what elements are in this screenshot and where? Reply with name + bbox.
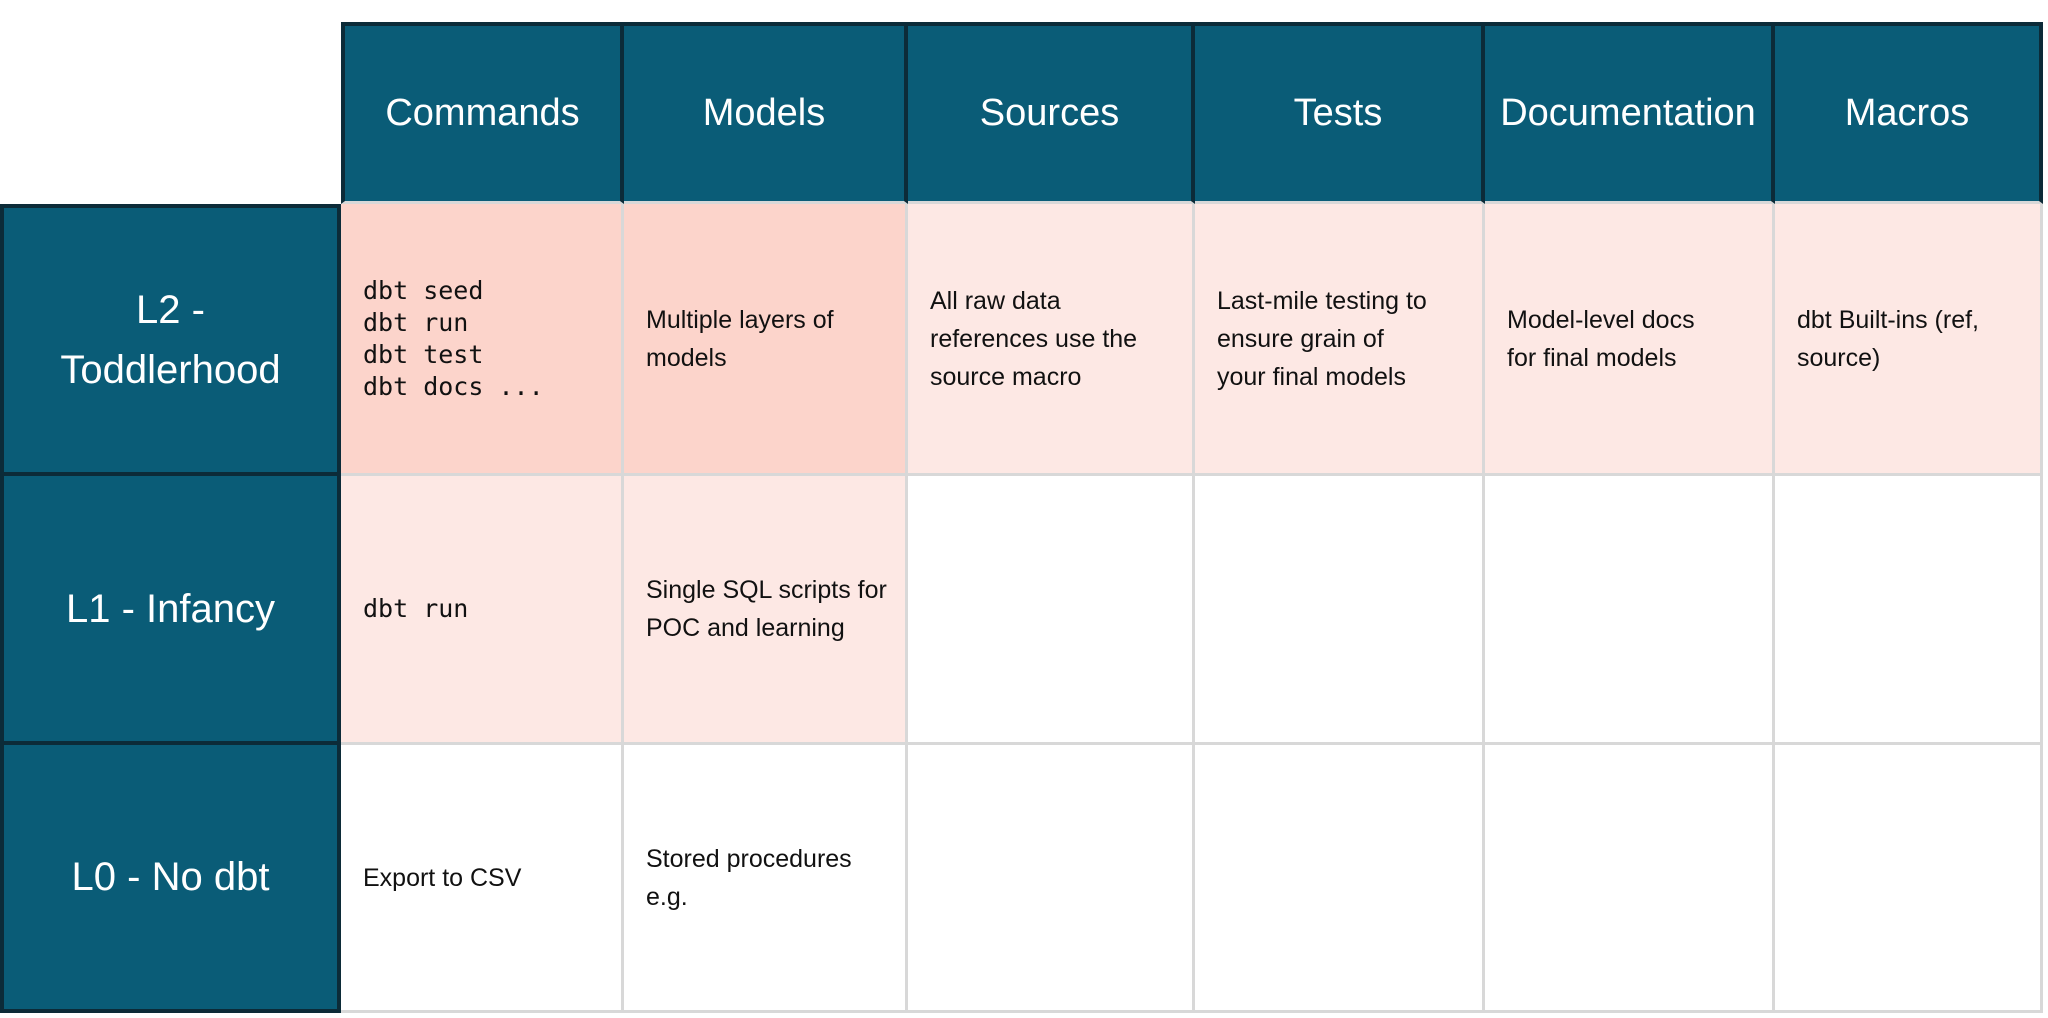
cell-l2-commands: dbt seed dbt run dbt test dbt docs ... xyxy=(341,204,624,476)
cell-l0-sources xyxy=(908,745,1195,1013)
column-header-models: Models xyxy=(624,22,908,204)
column-header-tests: Tests xyxy=(1195,22,1485,204)
cell-l0-models: Stored procedures e.g. xyxy=(624,745,908,1013)
cell-l1-sources xyxy=(908,476,1195,745)
cell-l1-models: Single SQL scripts for POC and learning xyxy=(624,476,908,745)
cell-l1-macros xyxy=(1775,476,2043,745)
cell-l1-commands: dbt run xyxy=(341,476,624,745)
cell-l2-tests: Last-mile testing to ensure grain of you… xyxy=(1195,204,1485,476)
cell-l1-documentation xyxy=(1485,476,1775,745)
cell-l2-documentation: Model-level docs for final models xyxy=(1485,204,1775,476)
row-header-l1-infancy: L1 - Infancy xyxy=(0,476,341,745)
column-header-documentation: Documentation xyxy=(1485,22,1775,204)
cell-l2-macros: dbt Built-ins (ref, source) xyxy=(1775,204,2043,476)
cell-l2-sources: All raw data references use the source m… xyxy=(908,204,1195,476)
column-header-sources: Sources xyxy=(908,22,1195,204)
cell-l0-documentation xyxy=(1485,745,1775,1013)
column-header-commands: Commands xyxy=(341,22,624,204)
corner-spacer xyxy=(0,22,341,204)
dbt-maturity-table: Commands Models Sources Tests Documentat… xyxy=(0,22,2043,1013)
cell-l0-commands: Export to CSV xyxy=(341,745,624,1013)
row-header-l2-toddlerhood: L2 - Toddlerhood xyxy=(0,204,341,476)
cell-l1-tests xyxy=(1195,476,1485,745)
cell-l2-models: Multiple layers of models xyxy=(624,204,908,476)
cell-l0-tests xyxy=(1195,745,1485,1013)
cell-l0-macros xyxy=(1775,745,2043,1013)
row-header-l0-no-dbt: L0 - No dbt xyxy=(0,745,341,1013)
column-header-macros: Macros xyxy=(1775,22,2043,204)
